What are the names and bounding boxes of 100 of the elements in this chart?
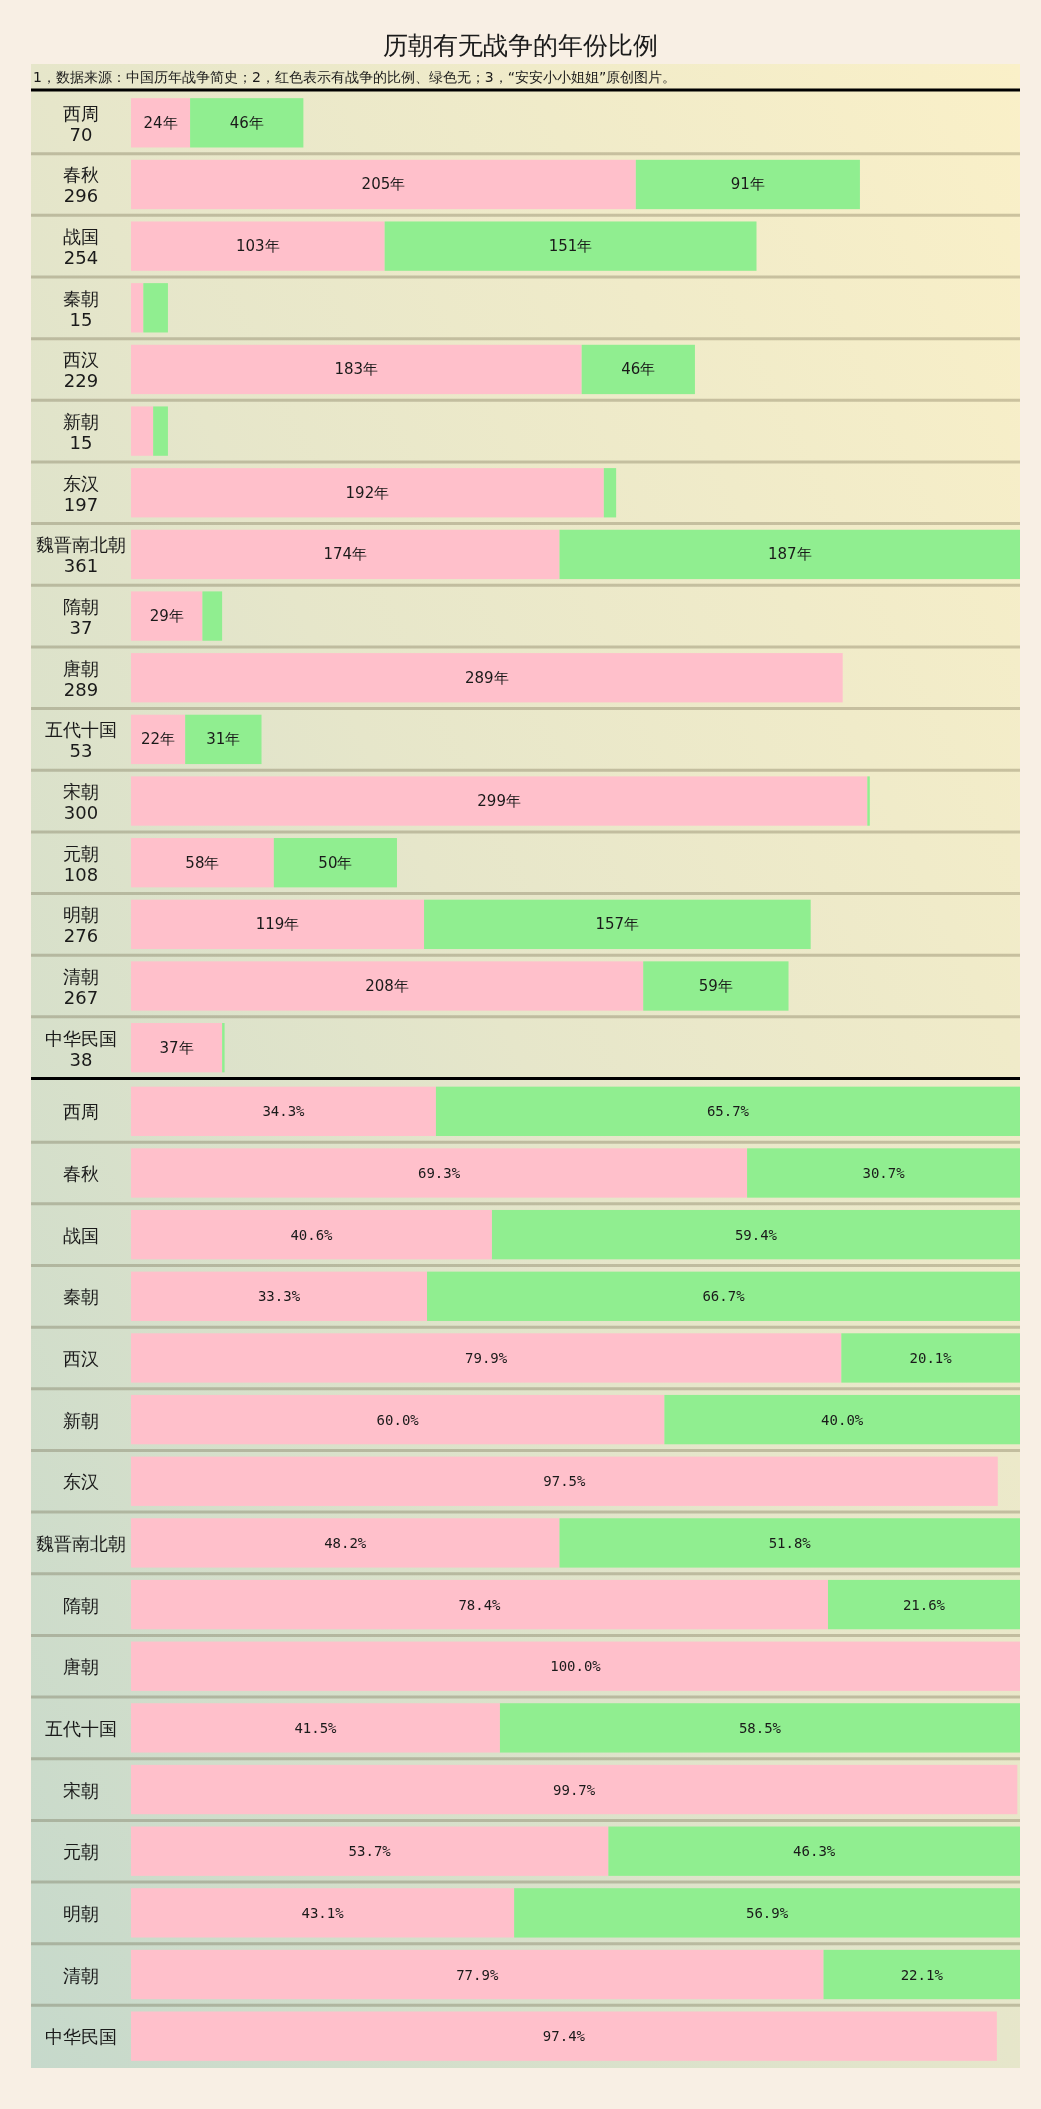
data-label: 205年 — [361, 175, 406, 194]
total-label: 276 — [63, 924, 99, 946]
y-tick-label: 隋朝 — [63, 595, 99, 617]
y-tick-label: 新朝 — [63, 410, 99, 432]
data-label: 46年 — [621, 360, 656, 379]
data-label: 97.4% — [542, 2028, 586, 2045]
y-tick-label: 唐朝 — [63, 1655, 99, 1677]
y-tick-label: 五代十国 — [45, 718, 117, 740]
y-tick-label: 唐朝 — [63, 657, 99, 679]
data-label: 187年 — [767, 545, 812, 564]
y-tick-label: 宋朝 — [63, 780, 99, 802]
data-label: 50年 — [318, 853, 353, 872]
data-label: 78.4% — [458, 1596, 502, 1613]
y-tick-label: 清朝 — [63, 1964, 99, 1986]
data-label: 34.3% — [262, 1103, 306, 1120]
total-label: 15 — [69, 431, 93, 453]
y-tick-label: 春秋 — [63, 1162, 99, 1184]
data-label: 51.8% — [768, 1534, 812, 1551]
data-label: 79.9% — [465, 1349, 508, 1366]
data-label: 59.4% — [734, 1226, 778, 1243]
data-label: 157年 — [595, 915, 640, 934]
data-label: 20.1% — [909, 1349, 953, 1366]
chart-subtitle: 1，数据来源：中国历年战争简史；2，红色表示有战争的比例、绿色无；3，“安安小小姐姐”原创图片。 — [33, 69, 677, 85]
total-label: 15 — [69, 308, 93, 330]
data-label: 77.9% — [456, 1966, 499, 1983]
data-label: 46年 — [229, 113, 264, 132]
data-label: 183年 — [334, 360, 379, 379]
data-label: 59年 — [698, 977, 733, 996]
data-label: 56.9% — [746, 1904, 789, 1921]
total-label: 108 — [63, 863, 99, 885]
total-label: 197 — [63, 493, 99, 515]
data-label: 91年 — [730, 175, 765, 194]
y-tick-label: 西周 — [63, 102, 99, 124]
y-tick-label: 五代十国 — [45, 1717, 117, 1739]
y-tick-label: 战国 — [63, 1224, 99, 1246]
data-label: 151年 — [548, 237, 593, 256]
y-tick-label: 明朝 — [63, 903, 99, 925]
y-tick-label: 中华民国 — [45, 2025, 117, 2047]
data-label: 69.3% — [417, 1164, 461, 1181]
y-tick-label: 秦朝 — [63, 1285, 99, 1307]
y-tick-label: 东汉 — [63, 1470, 99, 1492]
data-label: 43.1% — [301, 1904, 345, 1921]
total-label: 229 — [63, 369, 99, 391]
data-label: 103年 — [236, 237, 280, 256]
data-label: 65.7% — [706, 1103, 750, 1120]
y-tick-label: 明朝 — [63, 1902, 99, 1924]
total-label: 37 — [69, 616, 93, 638]
data-label: 30.7% — [862, 1164, 906, 1181]
y-tick-label: 魏晋南北朝 — [36, 1532, 126, 1554]
y-tick-label: 西汉 — [63, 1347, 99, 1369]
data-label: 58.5% — [738, 1719, 782, 1736]
y-tick-label: 隋朝 — [63, 1594, 99, 1616]
total-label: 38 — [69, 1048, 93, 1070]
data-label: 48.2% — [324, 1534, 367, 1551]
data-label: 53.7% — [348, 1843, 392, 1860]
total-label: 53 — [69, 739, 93, 761]
data-label: 289年 — [465, 668, 509, 687]
y-tick-label: 元朝 — [63, 842, 99, 864]
data-label: 41.5% — [294, 1719, 338, 1736]
data-label: 22年 — [141, 730, 176, 749]
data-label: 60.0% — [376, 1411, 420, 1428]
y-tick-label: 秦朝 — [63, 287, 99, 309]
chart-title: 历朝有无战争的年份比例 — [383, 30, 658, 60]
data-label: 24年 — [143, 113, 178, 132]
data-label: 33.3% — [257, 1288, 301, 1305]
total-label: 70 — [69, 123, 93, 145]
total-label: 267 — [63, 986, 99, 1008]
data-label: 66.7% — [702, 1288, 746, 1305]
y-tick-label: 中华民国 — [45, 1027, 117, 1049]
y-tick-label: 东汉 — [63, 472, 99, 494]
y-tick-label: 西周 — [63, 1100, 99, 1122]
data-label: 22.1% — [900, 1966, 944, 1983]
total-label: 361 — [63, 554, 99, 576]
data-label: 174年 — [323, 545, 368, 564]
total-label: 300 — [63, 801, 99, 823]
y-tick-label: 新朝 — [63, 1409, 99, 1431]
y-tick-label: 元朝 — [63, 1840, 99, 1862]
data-label: 119年 — [255, 915, 300, 934]
y-tick-label: 清朝 — [63, 965, 99, 987]
data-label: 46.3% — [793, 1843, 836, 1860]
total-label: 289 — [63, 678, 99, 700]
data-label: 192年 — [345, 483, 390, 502]
data-label: 40.0% — [821, 1411, 864, 1428]
data-label: 299年 — [477, 792, 521, 811]
total-label: 254 — [63, 246, 99, 268]
data-label: 58年 — [185, 853, 220, 872]
data-label: 208年 — [365, 977, 409, 996]
total-label: 296 — [63, 184, 99, 206]
data-label: 40.6% — [290, 1226, 334, 1243]
data-label: 100.0% — [550, 1658, 602, 1675]
y-tick-label: 宋朝 — [63, 1779, 99, 1801]
data-label: 97.5% — [543, 1473, 587, 1490]
y-tick-label: 战国 — [63, 225, 99, 247]
y-tick-label: 魏晋南北朝 — [36, 533, 126, 555]
data-label: 37年 — [159, 1038, 194, 1057]
y-tick-label: 西汉 — [63, 348, 99, 370]
data-label: 99.7% — [553, 1781, 596, 1798]
y-tick-label: 春秋 — [63, 163, 99, 185]
data-label: 31年 — [206, 730, 241, 749]
data-label: 29年 — [149, 607, 184, 626]
